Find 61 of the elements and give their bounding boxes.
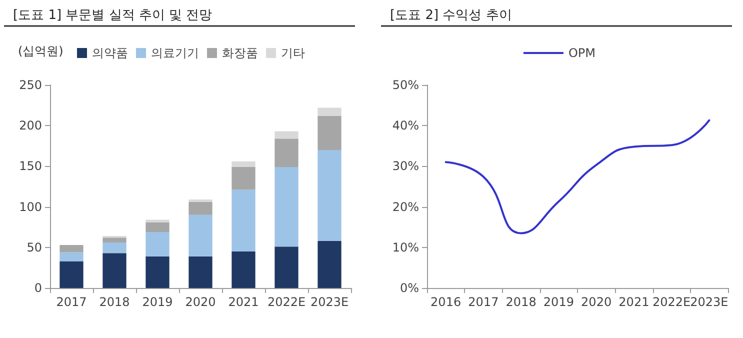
legend-label: 의료기기 (151, 46, 199, 60)
bar (274, 167, 298, 247)
bar (146, 256, 170, 288)
y-tick-label: 0% (400, 281, 419, 295)
bar (318, 150, 342, 241)
legend-label: OPM (568, 46, 596, 60)
y-tick-label: 30% (392, 159, 419, 174)
y-tick-label: 250 (19, 78, 42, 92)
bar (188, 214, 212, 256)
x-tick-label: 2019 (543, 295, 574, 309)
bar (60, 252, 84, 262)
x-tick-label: 2018 (99, 295, 130, 309)
x-tick-label: 2016 (430, 295, 462, 309)
line-series (444, 119, 710, 234)
bar (232, 167, 256, 190)
x-tick-label: 2017 (468, 295, 499, 309)
x-tick-label: 2022E (652, 295, 691, 309)
x-tick-label: 2017 (56, 295, 87, 309)
legend-label: 기타 (281, 46, 305, 60)
bar (188, 199, 212, 202)
chart-title: [도표 2] 수익성 추이 (390, 8, 512, 23)
y-tick-label: 40% (392, 118, 419, 133)
bar (102, 238, 126, 243)
bar (102, 253, 126, 288)
y-tick-label: 50% (392, 78, 419, 92)
bar (274, 246, 298, 288)
bar (102, 242, 126, 254)
bar (188, 256, 212, 288)
bar (318, 240, 342, 288)
bar (188, 202, 212, 215)
chart-title: [도표 1] 부문별 실적 추이 및 전망 (13, 8, 212, 23)
x-tick-label: 2021 (228, 295, 259, 309)
bar (274, 131, 298, 139)
x-tick-label: 2023E (310, 295, 349, 309)
y-axis-title: (십억원) (18, 44, 64, 58)
bar (274, 138, 298, 168)
x-tick-label: 2022E (267, 295, 306, 309)
y-tick-label: 150 (19, 159, 42, 174)
x-tick-label: 2020 (185, 295, 216, 309)
bar (232, 251, 256, 288)
x-tick-label: 2018 (506, 295, 536, 309)
bar (232, 190, 256, 252)
x-tick-label: 2021 (618, 295, 650, 309)
bar (60, 244, 84, 252)
y-tick-label: 20% (392, 200, 419, 214)
bar (146, 222, 170, 232)
y-tick-label: 0 (34, 281, 42, 295)
x-tick-label: 2020 (581, 295, 612, 309)
bar (60, 261, 84, 288)
bar (146, 232, 170, 256)
x-tick-label: 2019 (142, 295, 173, 309)
y-tick-label: 200 (19, 118, 42, 133)
bar (318, 108, 342, 116)
bar (318, 116, 342, 150)
y-tick-label: 50 (26, 240, 42, 254)
x-tick-label: 2023E (690, 295, 728, 309)
y-tick-label: 100 (19, 200, 42, 214)
legend-label: 화장품 (222, 46, 258, 60)
bar (232, 161, 256, 168)
y-tick-label: 10% (392, 240, 419, 254)
legend-label: 의약품 (92, 46, 128, 60)
